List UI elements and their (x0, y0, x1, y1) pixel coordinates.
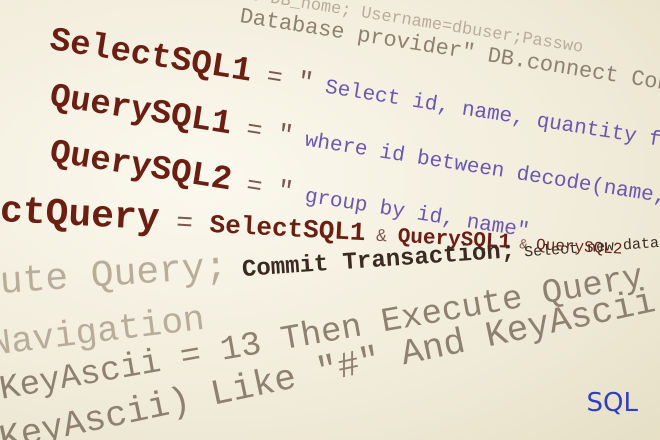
code-text: QuerySQL2 (47, 134, 235, 201)
code-text: Select new data (514, 234, 660, 262)
code-text: = " (249, 59, 316, 99)
code-text: = " (228, 111, 296, 152)
code-text: Commit Transaction; (226, 238, 517, 286)
code-text: ctQuery (0, 190, 161, 242)
code-text: ute Query; (0, 246, 229, 305)
code-text: = (158, 207, 211, 241)
code-text: = " (228, 167, 296, 208)
code-text: QuerySQL1 (47, 78, 235, 145)
sql-label: SQL (586, 388, 638, 418)
